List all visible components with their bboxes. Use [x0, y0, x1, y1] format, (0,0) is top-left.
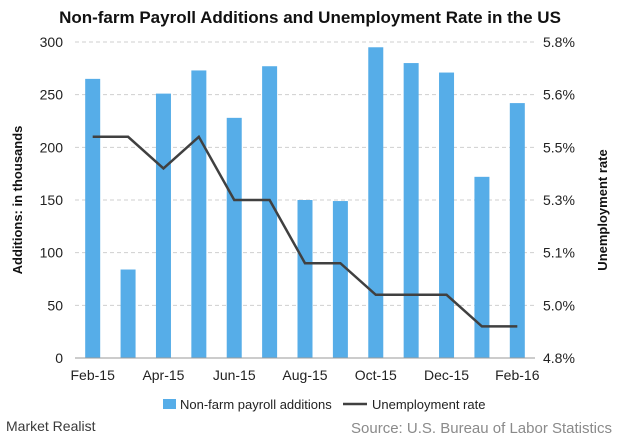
bar	[332, 201, 348, 358]
x-tick-label: Oct-15	[355, 367, 397, 383]
right-tick-label: 4.8%	[543, 350, 575, 366]
right-axis-ticks: 4.8% 5.0% 5.1% 5.3% 5.5% 5.6% 5.8%	[543, 34, 575, 366]
bar	[262, 66, 278, 358]
brand-logo: Market Realist	[6, 418, 95, 434]
legend-bar-swatch	[163, 399, 176, 409]
left-tick-label: 0	[55, 350, 63, 366]
x-tick-label: Aug-15	[282, 367, 327, 383]
unemployment-line	[92, 134, 518, 328]
bar	[439, 72, 455, 359]
brand-name: Market Realist	[6, 418, 96, 434]
right-tick-label: 5.0%	[543, 297, 575, 313]
x-tick-label: Feb-15	[71, 367, 116, 383]
bar	[474, 176, 490, 358]
x-tick-label: Jun-15	[213, 367, 256, 383]
bar	[85, 78, 101, 358]
right-tick-label: 5.8%	[543, 34, 575, 50]
x-tick-label: Dec-15	[424, 367, 469, 383]
left-tick-label: 250	[40, 87, 64, 103]
legend-line-label: Unemployment rate	[372, 397, 485, 412]
right-tick-label: 5.5%	[543, 139, 575, 155]
left-axis-ticks: 0 50 100 150 200 250 300	[40, 34, 64, 366]
right-tick-label: 5.3%	[543, 192, 575, 208]
right-tick-label: 5.6%	[543, 87, 575, 103]
bar	[509, 103, 525, 359]
x-tick-label: Feb-16	[495, 367, 540, 383]
right-axis-label: Unemployment rate	[595, 149, 610, 270]
legend-bar-label: Non-farm payroll additions	[180, 397, 332, 412]
left-tick-label: 300	[40, 34, 64, 50]
source-note: Source: U.S. Bureau of Labor Statistics	[351, 420, 612, 437]
left-tick-label: 150	[40, 192, 64, 208]
x-axis-ticks: Feb-15 Apr-15 Jun-15 Aug-15 Oct-15 Dec-15 Feb-…	[71, 367, 540, 383]
left-tick-label: 50	[47, 297, 63, 313]
line-series	[92, 134, 518, 328]
left-axis-label: Additions: in thousands	[10, 126, 25, 275]
bar-series	[85, 47, 525, 359]
bar	[120, 269, 136, 358]
right-tick-label: 5.1%	[543, 245, 575, 261]
bar	[226, 117, 242, 358]
bar	[155, 93, 171, 358]
left-tick-label: 200	[40, 139, 64, 155]
chart-title: Non-farm Payroll Additions and Unemploym…	[59, 8, 561, 27]
x-tick-label: Apr-15	[142, 367, 184, 383]
bar	[403, 63, 419, 359]
bar	[368, 47, 384, 359]
left-tick-label: 100	[40, 245, 64, 261]
bar	[191, 70, 207, 358]
bar	[297, 200, 313, 358]
legend: Non-farm payroll additions Unemployment r…	[163, 397, 485, 412]
